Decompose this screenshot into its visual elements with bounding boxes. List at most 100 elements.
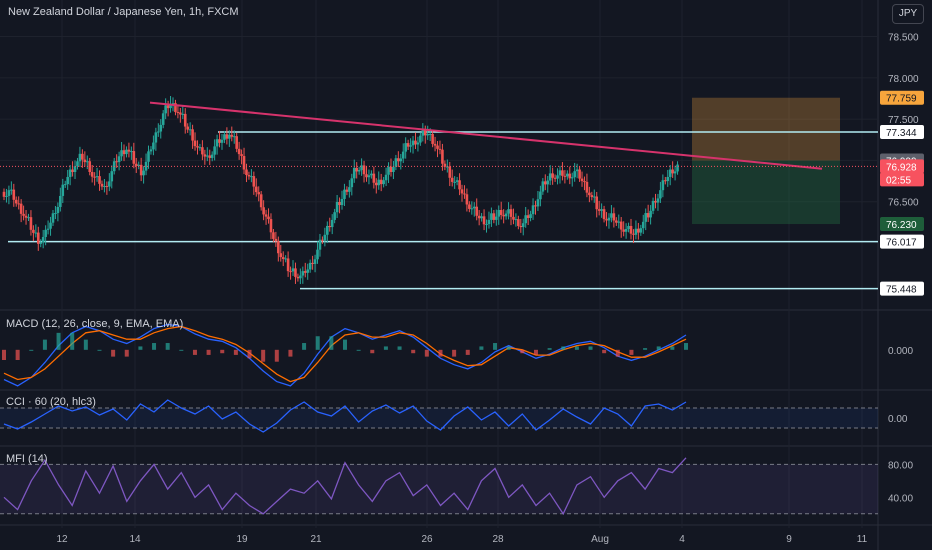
- macd-pane[interactable]: [2, 323, 688, 387]
- macd-title: MACD (12, 26, close, 9, EMA, EMA): [6, 318, 184, 330]
- candle-body: [262, 207, 265, 215]
- candle-body: [519, 225, 523, 228]
- candle-body: [455, 180, 459, 182]
- macd-histogram-bar: [192, 349, 197, 355]
- candle-body: [110, 171, 114, 182]
- candle-body: [661, 180, 665, 191]
- macd-histogram-bar: [152, 343, 157, 350]
- candle-body: [612, 213, 616, 221]
- mfi-pane[interactable]: [0, 457, 878, 516]
- candle-body: [590, 195, 594, 198]
- candle-body: [664, 180, 667, 182]
- macd-histogram-bar: [111, 349, 116, 357]
- candle-body: [362, 165, 366, 175]
- candle-body: [254, 186, 258, 193]
- candle-body: [490, 213, 493, 220]
- time-tick-label: 28: [492, 534, 504, 545]
- candle-body: [326, 225, 329, 235]
- candle-body: [568, 173, 572, 179]
- candle-body: [585, 181, 589, 193]
- candle-body: [335, 202, 339, 213]
- candle-body: [176, 111, 180, 113]
- candle-body: [299, 275, 302, 279]
- candle-body: [272, 232, 275, 239]
- candle-body: [139, 164, 143, 176]
- cci-pane[interactable]: [0, 399, 878, 433]
- indicator-line: [3, 399, 687, 433]
- time-tick-label: 9: [786, 534, 792, 545]
- candle-body: [411, 140, 415, 146]
- candle-body: [321, 239, 324, 241]
- currency-button[interactable]: JPY: [892, 4, 924, 24]
- price-level-label: 75.448: [886, 285, 917, 296]
- macd-histogram-bar: [452, 349, 457, 357]
- candle-body: [558, 170, 562, 176]
- price-level-tag: [880, 90, 924, 105]
- macd-histogram-bar: [411, 349, 416, 354]
- candle-body: [284, 258, 287, 260]
- candle-body: [183, 113, 187, 127]
- macd-histogram-bar: [383, 346, 388, 350]
- candle-body: [352, 167, 356, 179]
- candle-body: [357, 170, 361, 172]
- candle-body: [514, 219, 518, 221]
- indicator-band: [0, 464, 878, 514]
- candle-body: [269, 219, 273, 233]
- macd-histogram-bar: [179, 349, 184, 351]
- candle-body: [441, 149, 444, 164]
- price-level-label: 77.344: [886, 128, 917, 139]
- time-axis[interactable]: 12 14 19 21 26 28 Aug 4 9 11: [56, 534, 867, 545]
- candle-body: [668, 169, 672, 177]
- candle-body: [154, 132, 158, 143]
- price-level-tag: [880, 159, 924, 174]
- candle-body: [205, 155, 209, 157]
- candle-body: [575, 169, 579, 172]
- candle-body: [627, 225, 630, 229]
- candle-body: [17, 203, 20, 205]
- candle-body: [641, 221, 645, 229]
- candle-body: [632, 233, 635, 235]
- candle-body: [634, 228, 638, 235]
- macd-histogram-bar: [574, 346, 579, 350]
- candle-body: [54, 213, 57, 215]
- candle-body: [142, 170, 145, 176]
- candle-body: [517, 219, 520, 226]
- candle-body: [188, 129, 192, 131]
- candle-body: [644, 213, 648, 222]
- candle-body: [245, 169, 248, 176]
- candle-body: [264, 214, 268, 217]
- candle-body: [426, 134, 430, 136]
- candle-body: [174, 103, 177, 112]
- candle-body: [460, 189, 464, 194]
- price-level-tag: [880, 125, 924, 140]
- candle-body: [570, 177, 574, 179]
- candle-body: [196, 146, 199, 148]
- candle-body: [541, 181, 545, 192]
- candle-body: [277, 241, 280, 254]
- candle-body: [157, 131, 160, 133]
- price-axis[interactable]: 78.50078.00077.50077.00076.50077.75977.3…: [880, 33, 924, 505]
- candle-body: [416, 142, 420, 145]
- candle-body: [306, 269, 310, 273]
- candle-body: [73, 166, 77, 172]
- candle-body: [345, 189, 349, 192]
- price-pane[interactable]: [0, 96, 878, 290]
- candle-body: [2, 191, 6, 197]
- macd-histogram-bar: [42, 339, 47, 350]
- candle-body: [619, 221, 623, 230]
- macd-histogram-bar: [233, 349, 238, 355]
- candle-body: [59, 195, 62, 207]
- candle-body: [526, 215, 530, 218]
- candle-body: [443, 163, 447, 167]
- target-zone: [692, 97, 840, 161]
- candle-body: [179, 112, 182, 115]
- indicator-line: [3, 325, 687, 383]
- candle-body: [274, 238, 278, 242]
- candle-body: [228, 134, 231, 139]
- candle-body: [414, 140, 417, 145]
- time-tick-label: 26: [421, 534, 433, 545]
- candle-body: [394, 158, 398, 167]
- candle-body: [66, 176, 69, 185]
- candle-body: [521, 223, 525, 228]
